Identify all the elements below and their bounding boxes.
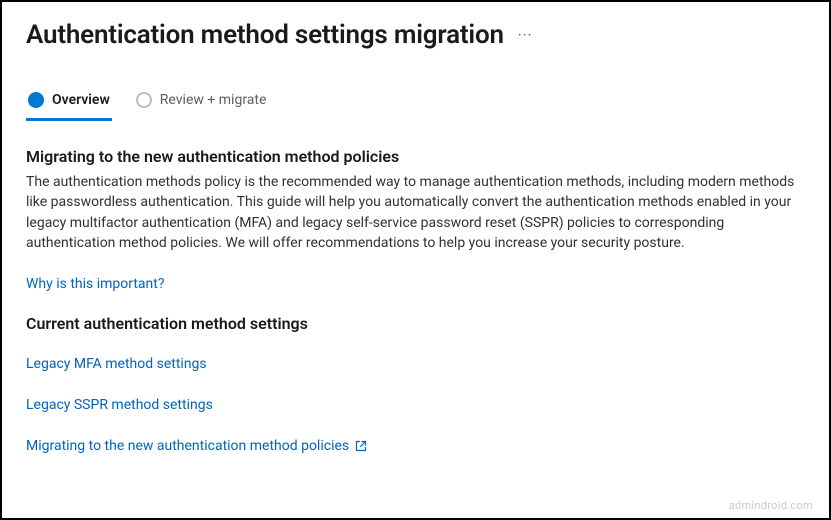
why-important-row: Why is this important? [26,273,805,292]
external-link-icon [355,440,367,452]
tab-review-migrate[interactable]: Review + migrate [134,90,269,121]
migrating-policies-link[interactable]: Migrating to the new authentication meth… [26,438,367,454]
tab-label-overview: Overview [52,92,110,108]
section-heading-migrating: Migrating to the new authentication meth… [26,147,805,166]
legacy-mfa-link[interactable]: Legacy MFA method settings [26,356,207,372]
step-circle-outline-icon [136,92,152,108]
step-circle-filled-icon [28,92,44,108]
section-body-migrating: The authentication methods policy is the… [26,172,805,253]
tab-label-review-migrate: Review + migrate [160,92,267,108]
tab-overview[interactable]: Overview [26,90,112,121]
legacy-mfa-row: Legacy MFA method settings [26,353,805,372]
legacy-sspr-row: Legacy SSPR method settings [26,394,805,413]
section-heading-current: Current authentication method settings [26,314,805,333]
why-important-link[interactable]: Why is this important? [26,276,164,292]
watermark-text: admindroid.com [729,499,813,512]
migrating-link-row: Migrating to the new authentication meth… [26,435,805,454]
tabs-container: Overview Review + migrate [26,90,805,121]
migrating-policies-link-label: Migrating to the new authentication meth… [26,438,349,454]
title-row: Authentication method settings migration… [26,20,805,50]
page-title: Authentication method settings migration [26,20,504,50]
more-actions-button[interactable]: ··· [518,26,533,44]
legacy-sspr-link[interactable]: Legacy SSPR method settings [26,397,213,413]
page-container: Authentication method settings migration… [2,2,829,454]
